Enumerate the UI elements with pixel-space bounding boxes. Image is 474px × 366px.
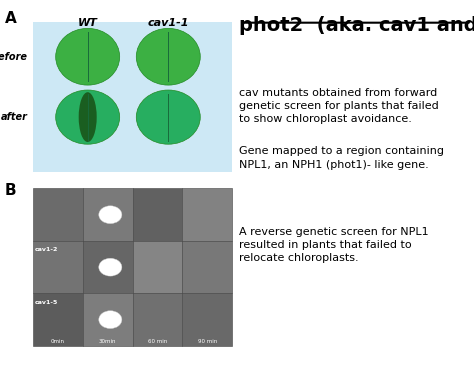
Text: phot2  (aka. cav1 and npl1): phot2 (aka. cav1 and npl1) [239,16,474,36]
Bar [133,188,182,241]
Bar [33,188,83,241]
Text: Gene mapped to a region containing
NPL1, an NPH1 (phot1)- like gene.: Gene mapped to a region containing NPL1,… [239,146,444,169]
Ellipse shape [136,90,200,144]
Text: A reverse genetic screen for NPL1
resulted in plants that failed to
relocate chl: A reverse genetic screen for NPL1 result… [239,227,429,263]
Circle shape [99,311,122,329]
Bar [33,294,83,346]
Ellipse shape [55,29,119,85]
Text: 30min: 30min [99,339,117,344]
Circle shape [99,206,122,224]
Text: 60 min: 60 min [148,339,167,344]
Bar [83,188,133,241]
Bar [33,241,83,294]
Bar [33,22,232,172]
Ellipse shape [55,90,119,144]
Bar [83,294,133,346]
Text: cav mutants obtained from forward
genetic screen for plants that failed
to show : cav mutants obtained from forward geneti… [239,88,439,124]
Text: B: B [5,183,17,198]
Text: A: A [5,11,17,26]
Ellipse shape [136,29,200,85]
Bar [182,294,232,346]
Bar [83,241,133,294]
Text: 0min: 0min [51,339,65,344]
Text: cav1-1: cav1-1 [147,18,189,27]
Bar [133,241,182,294]
Text: cav1-5: cav1-5 [35,300,58,305]
Circle shape [99,258,122,276]
Text: before: before [0,52,27,62]
Text: after: after [0,112,27,122]
Text: 90 min: 90 min [198,339,217,344]
Bar [182,188,232,241]
Text: cav1-2: cav1-2 [35,247,58,252]
Ellipse shape [79,92,97,142]
Text: WT: WT [78,18,98,27]
Bar [182,241,232,294]
Bar [133,294,182,346]
